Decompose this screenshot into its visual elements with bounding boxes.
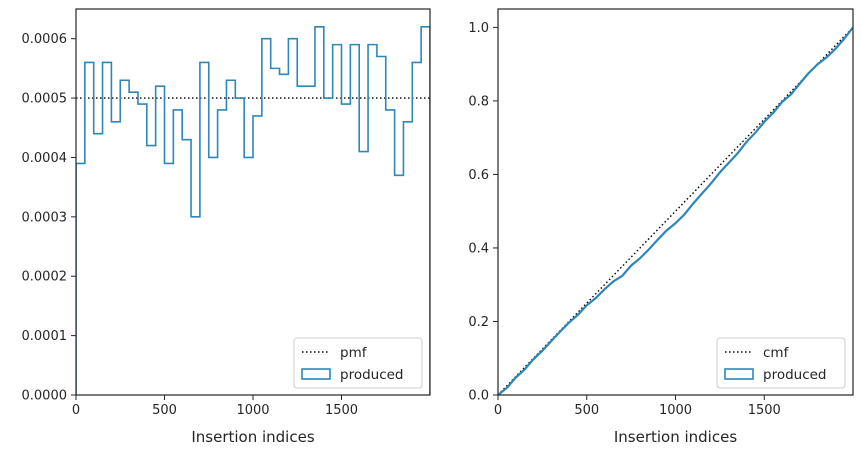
- y-tick-label: 0.0: [468, 389, 489, 404]
- legend-swatch-produced: [301, 368, 331, 380]
- legend: cmf produced: [716, 337, 846, 389]
- y-tick-label: 0.4: [468, 241, 489, 256]
- cmf-cumulative-chart: 0 500 1000 1500 0.0 0.2 0.4 0.6 0.8 1.0 Insertion …: [468, 8, 854, 446]
- y-tick-label: 0.0003: [22, 210, 68, 225]
- y-tick-label: 0.6: [468, 168, 489, 183]
- x-tick-label: 0: [494, 403, 502, 418]
- y-tick-label: 0.0004: [22, 151, 68, 166]
- series-produced-line: [76, 26, 430, 395]
- x-tick-label: 0: [72, 403, 80, 418]
- pmf-histogram-chart: 0 500 1000 1500 0.0000 0.0001 0.0002 0.0003 0.00…: [22, 8, 431, 446]
- y-tick-label: 0.0006: [22, 32, 68, 47]
- x-axis-title: Insertion indices: [614, 428, 737, 446]
- y-tick-label: 0.8: [468, 94, 489, 109]
- legend-swatch-produced: [724, 368, 754, 380]
- x-tick-label: 1000: [659, 403, 692, 418]
- x-tick-label: 1000: [236, 403, 269, 418]
- y-tick-label: 0.0000: [22, 389, 68, 404]
- plot-frame: [497, 8, 854, 396]
- x-tick-label: 1500: [748, 403, 781, 418]
- x-tick-label: 500: [152, 403, 177, 418]
- x-tick-label: 1500: [325, 403, 358, 418]
- plot-frame: [75, 8, 431, 396]
- y-tick-label: 0.0002: [22, 270, 68, 285]
- legend-label-pmf: pmf: [340, 345, 368, 361]
- y-tick-label: 0.0005: [22, 92, 68, 107]
- legend-label-produced: produced: [340, 367, 404, 383]
- y-tick-label: 0.2: [468, 315, 489, 330]
- y-tick-label: 0.0001: [22, 329, 68, 344]
- legend-label-cmf: cmf: [763, 345, 790, 361]
- y-tick-label: 1.0: [468, 21, 489, 36]
- legend: pmf produced: [293, 337, 423, 389]
- x-tick-label: 500: [574, 403, 599, 418]
- series-produced-line: [498, 26, 853, 395]
- x-axis-title: Insertion indices: [191, 428, 314, 446]
- legend-label-produced: produced: [763, 367, 827, 383]
